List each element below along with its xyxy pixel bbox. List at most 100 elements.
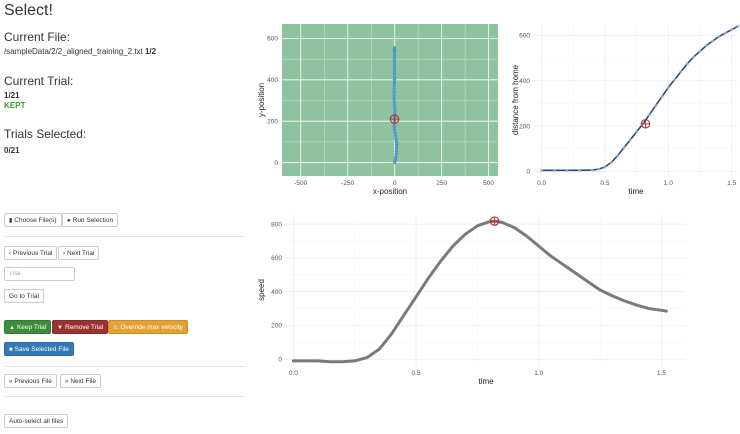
save-selected-file-button[interactable]: ■ Save Selected File (4, 342, 74, 356)
next-trial-button[interactable]: › Next Trial (58, 246, 100, 260)
trajectory-point (392, 59, 397, 63)
trajectory-point (392, 127, 397, 132)
distance-point (622, 146, 626, 150)
current-trial-count: 1/21 (4, 91, 20, 100)
trials-selected-count: 0/21 (4, 146, 20, 155)
save-selected-file-label: Save Selected File (14, 346, 69, 353)
override-max-velocity-button[interactable]: ⚠ Override max velocity (108, 320, 188, 334)
distance-point (660, 95, 664, 99)
distance-point (723, 31, 727, 35)
previous-trial-label: Previous Trial (13, 250, 53, 257)
y-tick-label: 400 (271, 289, 282, 296)
current-trial-heading: Current Trial: (4, 74, 74, 88)
choose-files-label: Choose File(s) (14, 217, 57, 224)
trajectory-point (392, 96, 396, 101)
distance-plot[interactable]: 0.0 0.5 1.0 1.5 0 200 400 600 time distance from … (508, 20, 740, 198)
distance-point (597, 167, 601, 171)
trajectory-point (392, 81, 397, 85)
chevron-left-icon: ‹ (9, 251, 11, 257)
trajectory-point (392, 90, 396, 94)
previous-trial-button[interactable]: ‹ Previous Trial (4, 246, 58, 260)
distance-line (541, 25, 739, 172)
y-axis-label: distance from home (511, 64, 520, 135)
page-title: Select! (4, 2, 53, 19)
trajectory-point (392, 71, 397, 76)
distance-point (654, 104, 658, 108)
trajectory-point (392, 68, 397, 73)
plot-panel (282, 24, 498, 176)
y-axis-label: y-position (257, 83, 266, 117)
trajectory-point (394, 152, 398, 156)
next-trial-label: Next Trial (67, 250, 95, 257)
remove-trial-button[interactable]: ▼ Remove Trial (52, 320, 109, 334)
trajectory-point (392, 84, 397, 88)
trajectory-point (392, 78, 397, 82)
speed-plot[interactable]: 0.0 0.5 1.0 1.5 0 200 400 600 800 time speed (252, 210, 688, 388)
x-axis-label: time (628, 187, 644, 196)
distance-point (590, 168, 594, 172)
x-tick-label: 1.0 (534, 370, 543, 377)
trajectory-point (392, 75, 397, 79)
y-tick-label: 600 (271, 255, 282, 262)
remove-trial-label: Remove Trial (64, 324, 104, 331)
y-tick-label: 0 (274, 160, 278, 167)
trajectory-point (392, 124, 397, 129)
trajectory-point (393, 109, 397, 113)
current-file-heading: Current File: (4, 30, 71, 44)
distance-point (730, 28, 734, 32)
trajectory-point (392, 53, 397, 57)
x-tick-label: 0.0 (289, 370, 298, 377)
distance-point (540, 168, 544, 172)
run-selection-button[interactable]: ● Run Selection (62, 213, 119, 227)
keep-trial-button[interactable]: ▲ Keep Trial (4, 320, 52, 334)
distance-point (698, 49, 702, 53)
go-to-trial-button[interactable]: Go to Trial (4, 289, 44, 303)
trajectory-point (392, 102, 397, 107)
next-file-button[interactable]: » Next File (60, 374, 101, 388)
distance-point (565, 168, 569, 172)
next-file-label: Next File (70, 378, 96, 385)
auto-select-all-button[interactable]: Auto-select all files (4, 414, 69, 428)
distance-point (673, 78, 677, 82)
distance-point (609, 160, 613, 164)
distance-point (552, 168, 556, 172)
x-tick-label: -250 (341, 180, 354, 187)
trajectory-point (392, 56, 397, 60)
x-axis-label: x-position (373, 187, 407, 196)
distance-point (711, 39, 715, 43)
chevron-right-icon: › (63, 251, 65, 257)
double-chevron-right-icon: » (65, 379, 69, 385)
distance-point (692, 55, 696, 59)
distance-point (635, 130, 639, 134)
divider (4, 236, 245, 237)
trajectory-point (392, 65, 397, 70)
trajectory-point (393, 133, 398, 138)
current-file-value: /sampleData/2/2_aligned_training_2.txt 1… (4, 47, 156, 56)
y-tick-label: 400 (267, 77, 278, 84)
distance-point (736, 24, 740, 28)
choose-files-button[interactable]: ▮ Choose File(s) (4, 213, 62, 227)
y-tick-label: 800 (271, 221, 282, 228)
x-tick-label: 0.0 (537, 180, 546, 187)
x-tick-label: 1.5 (727, 180, 736, 187)
override-max-velocity-label: Override max velocity (120, 324, 183, 331)
x-tick-label: 0.5 (412, 370, 421, 377)
previous-file-button[interactable]: «Previous File (4, 374, 57, 388)
trajectory-point (392, 99, 397, 104)
y-tick-label: 0 (278, 356, 282, 363)
y-axis-label: speed (257, 279, 266, 301)
distance-point (628, 138, 632, 142)
x-tick-label: 500 (483, 180, 494, 187)
trajectory-point (394, 146, 399, 150)
x-tick-label: 1.5 (657, 370, 666, 377)
position-plot[interactable]: -500 -250 0 250 500 0 200 400 600 x-position y-pos… (252, 20, 500, 198)
trial-number-input[interactable] (4, 267, 75, 281)
trajectory-point (392, 62, 397, 67)
distance-point (616, 154, 620, 158)
y-tick-label: 600 (519, 33, 530, 40)
divider (4, 396, 245, 397)
distance-point (578, 168, 582, 172)
trajectory-point (394, 140, 399, 144)
y-tick-label: 200 (519, 123, 530, 130)
save-icon: ■ (9, 347, 13, 353)
